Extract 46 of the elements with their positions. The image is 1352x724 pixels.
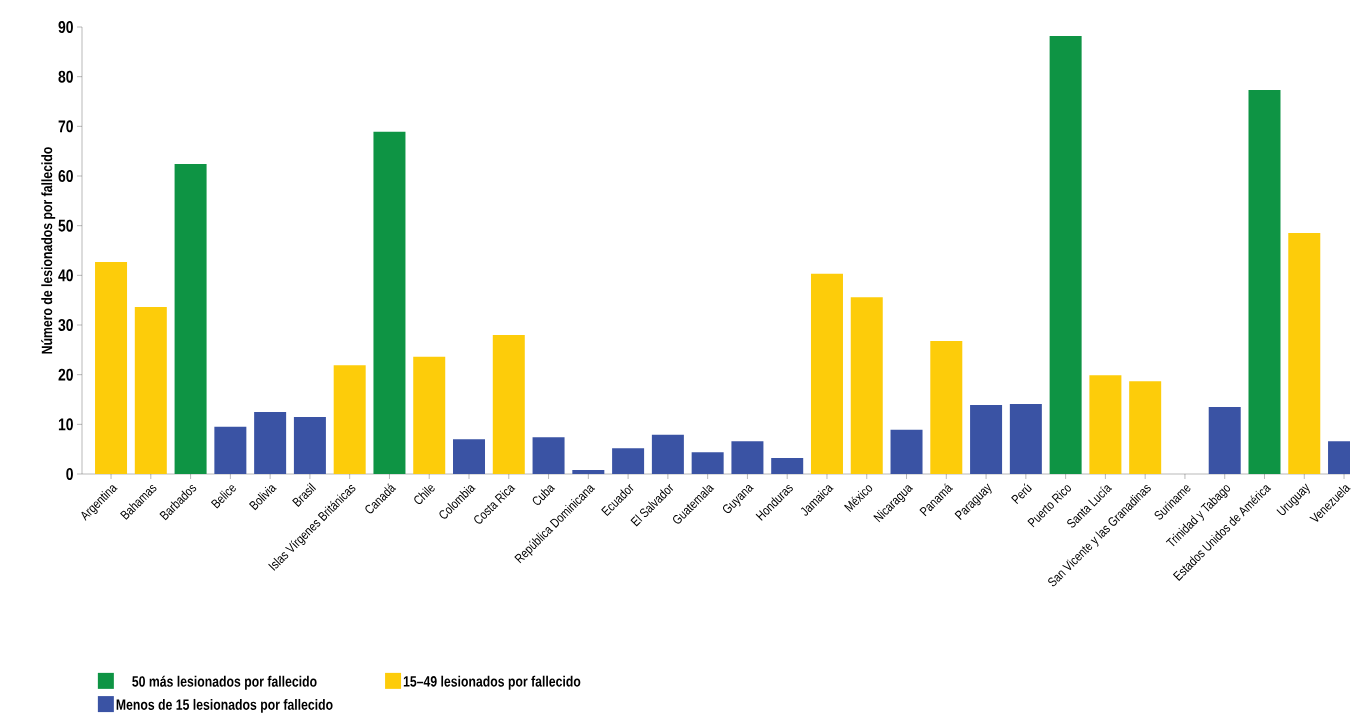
bar [572,470,605,474]
bar [930,340,963,474]
bar [134,307,167,474]
bar [691,452,724,474]
y-axis-title: Número de lesionados por fallecido [41,147,56,354]
bar [731,441,764,474]
y-tick-label: 10 [58,418,73,431]
bar [612,448,645,474]
legend-label: 15–49 lesionados por fallecido [403,675,581,690]
bar [1089,375,1122,474]
bar [1208,406,1241,474]
legend-label: Menos de 15 lesionados por fallecido [116,698,333,713]
bar [651,434,684,474]
x-tick-label: Chile [414,485,435,505]
bar [1248,90,1281,474]
bar [254,411,287,474]
bar [1129,381,1162,474]
bar [333,365,366,474]
bar [532,437,565,474]
bar [373,131,406,474]
y-tick-label: 0 [66,468,73,480]
legend-label: 50 más lesionados por fallecido [132,675,317,690]
y-tick-label: 90 [58,21,73,33]
bar [174,164,207,474]
y-tick-label: 70 [58,120,73,133]
bar [214,426,247,474]
bar [1288,233,1321,474]
bar [293,416,326,474]
bar [1009,403,1042,474]
y-tick-label: 50 [58,219,73,232]
x-tick-label: Perú [1011,483,1033,505]
y-tick-label: 80 [58,70,73,83]
bar [95,261,128,474]
y-tick-label: 60 [58,170,73,182]
y-tick-label: 30 [58,318,73,332]
bar [850,297,883,474]
bar [453,439,485,474]
bar [970,404,1003,474]
bar [1049,35,1082,474]
y-tick-label: 40 [58,269,73,282]
bar [810,273,843,474]
bar [771,458,804,474]
bar [890,429,923,474]
bar [492,334,525,474]
bar [413,356,446,474]
y-tick-label: 20 [58,368,73,381]
